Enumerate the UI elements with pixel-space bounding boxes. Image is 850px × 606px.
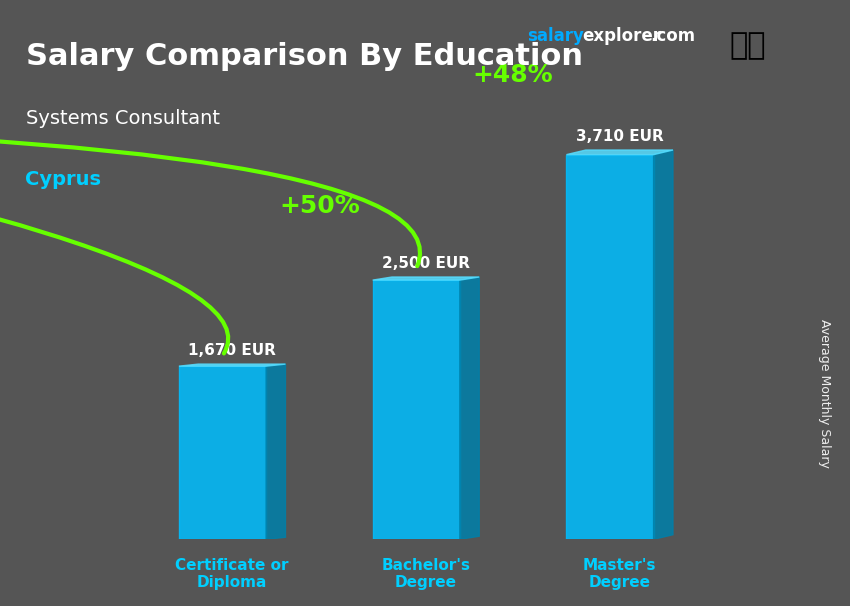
- Text: Cyprus: Cyprus: [26, 170, 101, 188]
- Bar: [566, 155, 654, 539]
- Polygon shape: [566, 150, 673, 155]
- Text: .com: .com: [650, 27, 695, 45]
- Text: 3,710 EUR: 3,710 EUR: [575, 129, 664, 144]
- Text: 2,500 EUR: 2,500 EUR: [382, 256, 470, 271]
- Text: explorer: explorer: [582, 27, 661, 45]
- Polygon shape: [178, 364, 286, 366]
- Text: Salary Comparison By Education: Salary Comparison By Education: [26, 42, 582, 72]
- Bar: [178, 366, 266, 539]
- Text: Certificate or
Diploma: Certificate or Diploma: [175, 558, 289, 590]
- Text: Average Monthly Salary: Average Monthly Salary: [818, 319, 831, 468]
- Text: Bachelor's
Degree: Bachelor's Degree: [382, 558, 470, 590]
- Text: 🇨🇾: 🇨🇾: [730, 31, 766, 60]
- Text: +50%: +50%: [279, 194, 360, 218]
- Polygon shape: [460, 277, 479, 539]
- Polygon shape: [654, 150, 673, 539]
- Text: 1,670 EUR: 1,670 EUR: [188, 343, 276, 358]
- Text: salary: salary: [527, 27, 584, 45]
- Polygon shape: [266, 364, 286, 539]
- Text: Systems Consultant: Systems Consultant: [26, 109, 219, 128]
- Text: Master's
Degree: Master's Degree: [583, 558, 656, 590]
- Polygon shape: [372, 277, 479, 280]
- Bar: [372, 280, 460, 539]
- Text: +48%: +48%: [473, 63, 553, 87]
